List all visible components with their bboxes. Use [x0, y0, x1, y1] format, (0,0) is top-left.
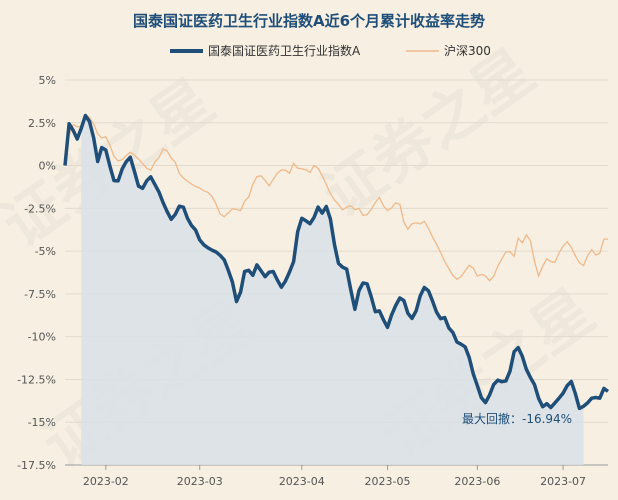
x-tick-label: 2023-07: [540, 475, 586, 488]
plot-area: [63, 113, 610, 465]
legend-label-series-a: 国泰国证医药卫生行业指数A: [208, 43, 361, 58]
x-tick-label: 2023-06: [454, 475, 500, 488]
y-tick-label: 5%: [39, 74, 56, 87]
y-tick-label: 2.5%: [28, 117, 56, 130]
y-tick-label: -7.5%: [24, 288, 56, 301]
y-tick-label: -12.5%: [17, 373, 56, 386]
legend-label-series-b: 沪深300: [444, 44, 491, 58]
y-tick-label: -17.5%: [17, 459, 56, 472]
max-drawdown-annotation: 最大回撤：-16.94%: [462, 411, 572, 426]
x-tick-label: 2023-03: [177, 475, 223, 488]
x-axis: 2023-02 2023-03 2023-04 2023-05 2023-06 2023-…: [65, 464, 608, 488]
y-tick-label: -15%: [28, 416, 56, 429]
watermark-text: 证券之星: [310, 36, 547, 231]
series-line-fund-a: [63, 113, 610, 411]
x-tick-label: 2023-04: [279, 475, 325, 488]
y-tick-label: 0%: [39, 160, 56, 173]
x-tick-label: 2023-05: [365, 475, 411, 488]
y-axis: 5% 2.5% 0% -2.5% -5% -7.5% -10% -12.5% -15% -17.5…: [17, 74, 56, 472]
chart-title: 国泰国证医药卫生行业指数A近6个月累计收益率走势: [133, 12, 485, 30]
series-line-hs300: [64, 113, 608, 282]
y-tick-label: -2.5%: [24, 202, 56, 215]
y-tick-label: -10%: [28, 331, 56, 344]
x-tick-label: 2023-02: [83, 475, 129, 488]
y-tick-label: -5%: [35, 245, 56, 258]
legend: 国泰国证医药卫生行业指数A 沪深300: [170, 43, 491, 58]
series-a-area: [81, 115, 584, 465]
